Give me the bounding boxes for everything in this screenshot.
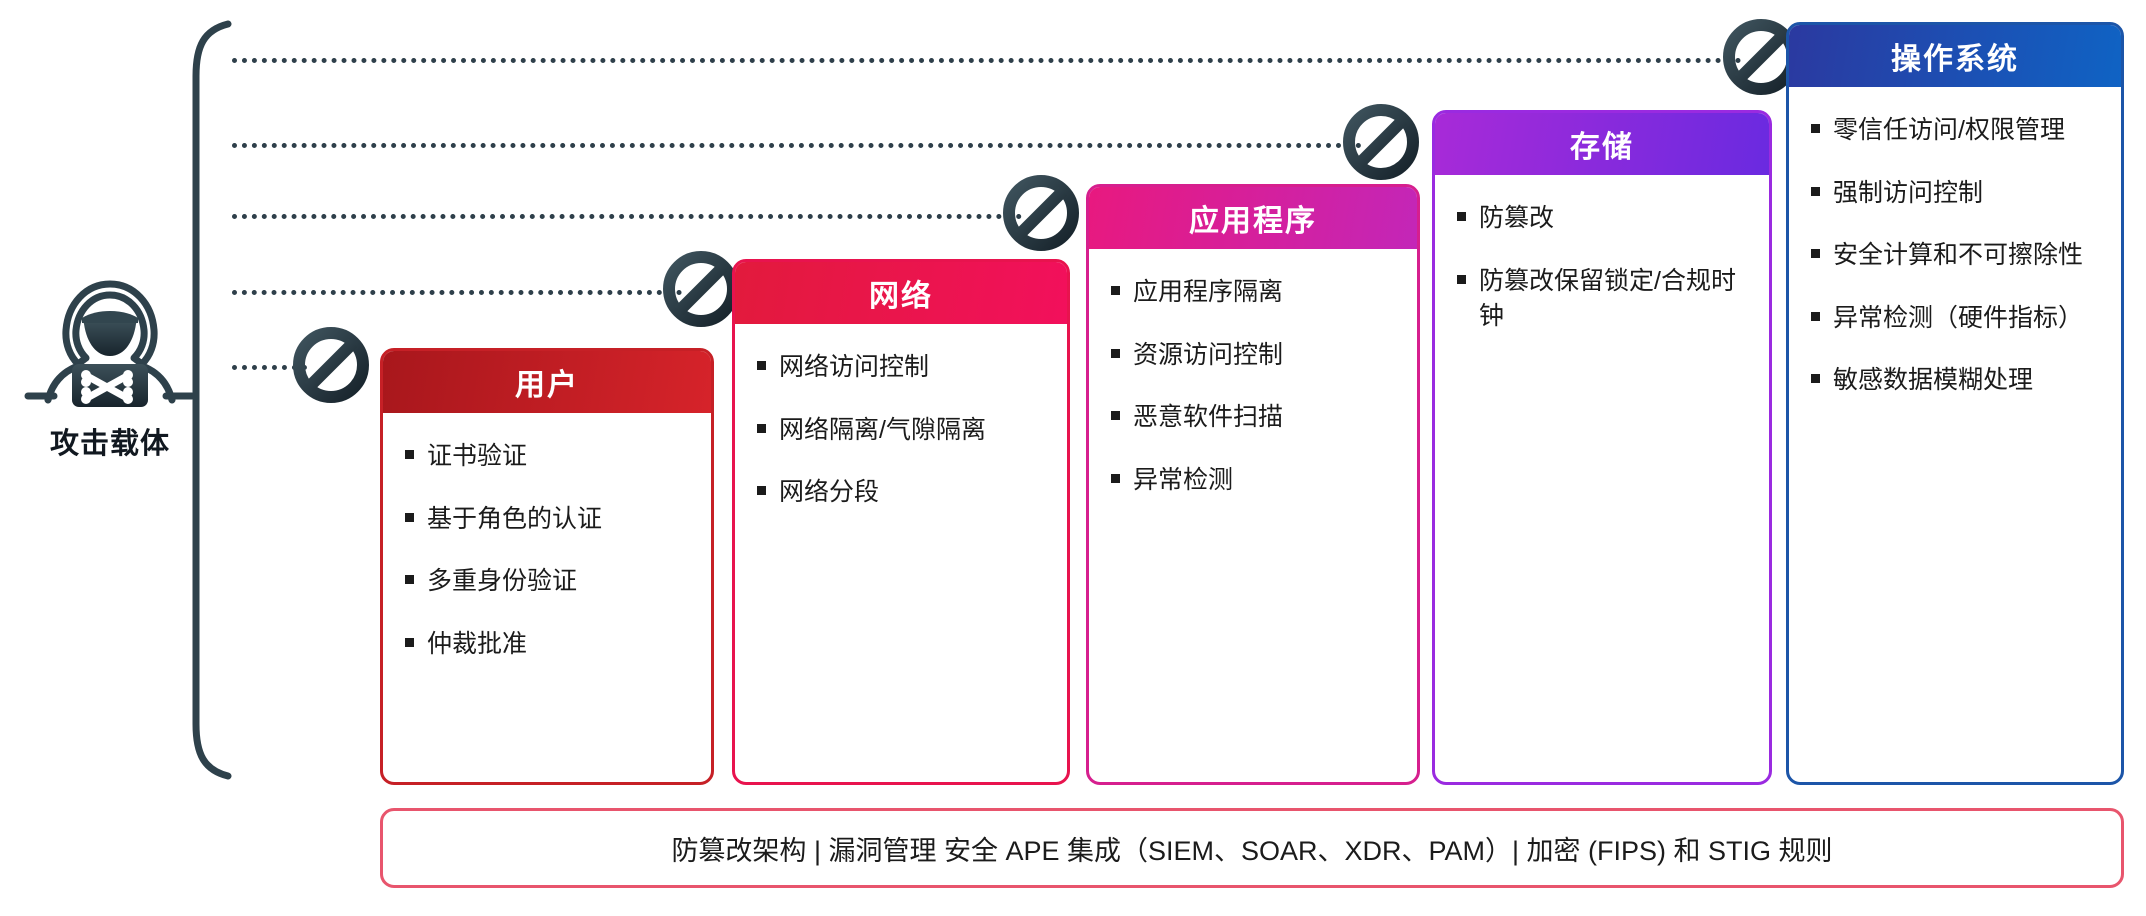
layer-header-os: 操作系统 [1789,25,2121,87]
list-item: 恶意软件扫描 [1105,400,1401,436]
layer-header-user: 用户 [383,351,711,413]
list-item: 多重身份验证 [399,564,695,600]
layer-card-storage[interactable]: 存储 防篡改 防篡改保留锁定/合规时钟 [1432,110,1772,785]
layer-body-application: 应用程序隔离 资源访问控制 恶意软件扫描 异常检测 [1089,249,1417,782]
list-item: 异常检测 [1105,463,1401,499]
bullet-square-icon [1811,374,1820,383]
list-item: 强制访问控制 [1805,176,2105,212]
list-item: 应用程序隔离 [1105,275,1401,311]
list-item: 敏感数据模糊处理 [1805,363,2105,399]
layer-body-storage: 防篡改 防篡改保留锁定/合规时钟 [1435,175,1769,782]
list-item: 防篡改保留锁定/合规时钟 [1451,264,1753,335]
attack-line-os [232,58,1742,63]
list-item: 安全计算和不可擦除性 [1805,238,2105,274]
list-item: 基于角色的认证 [399,502,695,538]
layer-title-application: 应用程序 [1189,205,1317,238]
layer-card-user[interactable]: 用户 证书验证 基于角色的认证 多重身份验证 仲裁批准 [380,348,714,785]
layer-card-network[interactable]: 网络 网络访问控制 网络隔离/气隙隔离 网络分段 [732,259,1070,785]
layer-header-network: 网络 [735,262,1067,324]
bullet-square-icon [1811,249,1820,258]
bullet-square-icon [757,423,766,433]
attack-vector-label: 攻击载体 [49,428,170,460]
no-entry-icon [662,250,740,333]
bullet-square-icon [405,512,414,522]
bullet-square-icon [1111,473,1120,483]
list-item: 资源访问控制 [1105,338,1401,374]
layer-title-user: 用户 [515,369,579,402]
bullet-square-icon [1811,311,1820,321]
layer-body-os: 零信任访问/权限管理 强制访问控制 安全计算和不可擦除性 异常检测（硬件指标） … [1789,87,2121,782]
bullet-square-icon [405,450,414,459]
layer-title-os: 操作系统 [1891,43,2019,76]
bracket-decoration [188,20,234,785]
hacker-icon [20,272,200,412]
no-entry-icon [1002,174,1080,257]
layer-body-user: 证书验证 基于角色的认证 多重身份验证 仲裁批准 [383,413,711,782]
no-entry-icon [1342,103,1420,186]
bullet-square-icon [405,575,414,584]
layer-title-network: 网络 [869,280,933,313]
list-item: 仲裁批准 [399,627,695,663]
attack-line-network [232,290,682,295]
bullet-square-icon [1457,274,1466,284]
bullet-square-icon [1457,212,1466,221]
layer-header-application: 应用程序 [1089,187,1417,249]
foundation-banner: 防篡改架构 | 漏洞管理 安全 APE 集成（SIEM、SOAR、XDR、PAM… [380,808,2124,888]
list-item: 异常检测（硬件指标） [1805,301,2105,337]
bullet-square-icon [757,361,766,370]
list-item: 网络隔离/气隙隔离 [751,413,1051,449]
foundation-banner-text: 防篡改架构 | 漏洞管理 安全 APE 集成（SIEM、SOAR、XDR、PAM… [671,835,1833,866]
bullet-square-icon [1811,186,1820,196]
bullet-square-icon [405,637,414,647]
attack-vector-group: 攻击载体 [20,272,200,462]
no-entry-icon [292,326,370,409]
bullet-square-icon [1111,348,1120,358]
list-item: 零信任访问/权限管理 [1805,113,2105,149]
bullet-square-icon [1811,124,1820,133]
bullet-square-icon [757,486,766,495]
layer-title-storage: 存储 [1570,131,1634,164]
layer-card-application[interactable]: 应用程序 应用程序隔离 资源访问控制 恶意软件扫描 异常检测 [1086,184,1420,785]
layer-card-os[interactable]: 操作系统 零信任访问/权限管理 强制访问控制 安全计算和不可擦除性 异常检测（硬… [1786,22,2124,785]
bullet-square-icon [1111,411,1120,420]
list-item: 网络访问控制 [751,350,1051,386]
layer-body-network: 网络访问控制 网络隔离/气隙隔离 网络分段 [735,324,1067,782]
list-item: 网络分段 [751,475,1051,511]
list-item: 防篡改 [1451,201,1753,237]
list-item: 证书验证 [399,439,695,475]
bullet-square-icon [1111,286,1120,295]
attack-line-application [232,214,1022,219]
attack-line-user [232,365,307,370]
layer-header-storage: 存储 [1435,113,1769,175]
attack-line-storage [232,143,1362,148]
